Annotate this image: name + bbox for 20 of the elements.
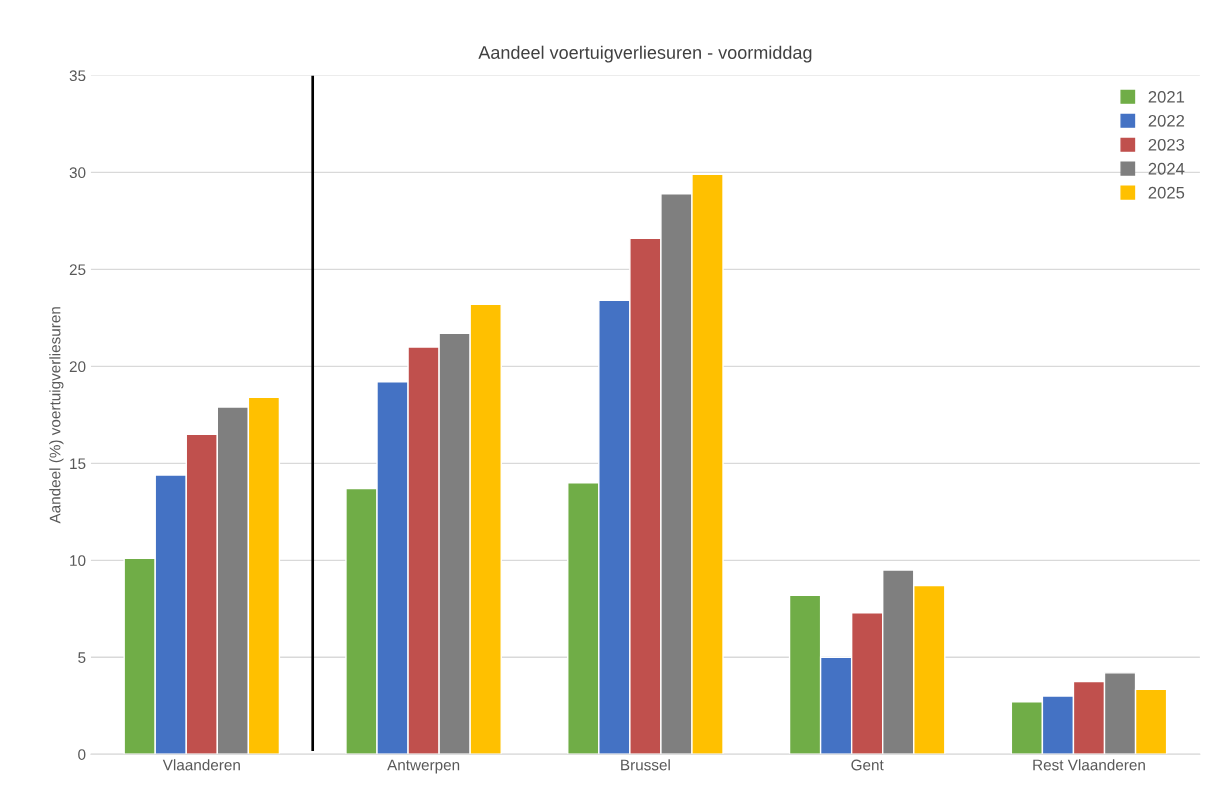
legend-label: 2024 — [1148, 162, 1185, 175]
legend-label: 2025 — [1148, 186, 1185, 199]
x-tick-label: Gent — [851, 759, 884, 771]
legend-label: 2021 — [1148, 90, 1185, 103]
legend-label: 2022 — [1148, 114, 1185, 127]
x-tick-label: Rest Vlaanderen — [1033, 759, 1145, 771]
x-tick-label: Vlaanderen — [162, 759, 240, 771]
legend-label: 2023 — [1148, 138, 1185, 151]
y-tick-label: 10 — [70, 555, 86, 567]
y-tick-label: 20 — [69, 361, 86, 373]
chart-title: Aandeel voertuigverliesuren - voormiddag — [478, 45, 812, 63]
y-tick-label: 15 — [70, 458, 86, 470]
y-tick-label: 25 — [69, 264, 86, 276]
y-tick-label: 30 — [69, 167, 86, 179]
y-tick-label: 0 — [78, 749, 86, 760]
x-tick-label: Antwerpen — [387, 759, 460, 774]
x-tick-label: Brussel — [621, 759, 670, 771]
y-tick-label: 5 — [78, 652, 86, 663]
y-tick-label: 35 — [69, 70, 86, 82]
y-axis-title: Aandeel (%) voertuigverliesuren — [49, 307, 64, 524]
